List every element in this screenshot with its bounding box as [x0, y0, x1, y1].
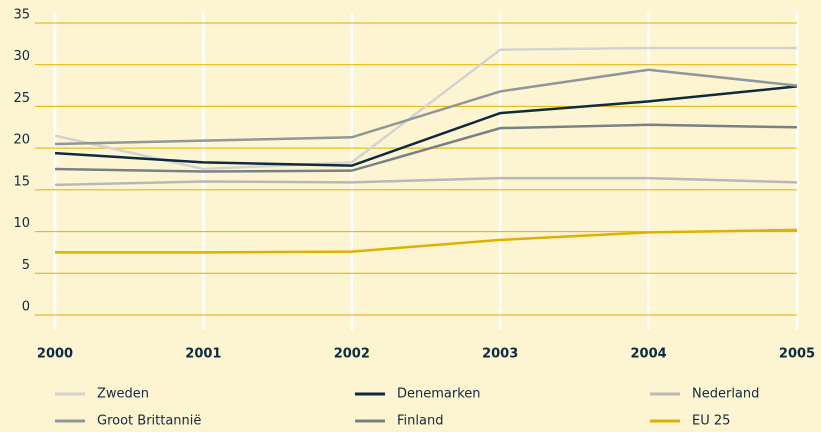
- series-line: [54, 123, 798, 173]
- y-tick-label: 0: [22, 300, 30, 315]
- x-tick-label: 2000: [37, 347, 73, 362]
- series-line: [54, 85, 798, 167]
- legend-label: Zweden: [97, 387, 149, 402]
- legend-label: Finland: [397, 414, 443, 429]
- x-tick-label: 2004: [631, 347, 667, 362]
- x-tick-label: 2002: [334, 347, 370, 362]
- legend-label: Nederland: [692, 387, 759, 402]
- x-tick-label: 2001: [185, 347, 221, 362]
- legend-label: EU 25: [692, 414, 730, 429]
- x-tick-label: 2003: [482, 347, 518, 362]
- y-tick-label: 15: [13, 174, 30, 189]
- legend-label: Groot Brittannië: [97, 414, 201, 429]
- y-tick-label: 10: [13, 216, 30, 231]
- y-tick-label: 25: [13, 91, 30, 106]
- y-tick-label: 30: [13, 49, 30, 64]
- y-tick-label: 35: [13, 8, 30, 23]
- series-line: [55, 228, 798, 254]
- y-tick-label: 5: [22, 258, 30, 273]
- series-line: [54, 68, 798, 146]
- series-line: [54, 176, 798, 187]
- y-tick-label: 20: [13, 133, 30, 148]
- series-line: [54, 46, 797, 171]
- legend-label: Denemarken: [397, 387, 481, 402]
- x-tick-label: 2005: [779, 347, 815, 362]
